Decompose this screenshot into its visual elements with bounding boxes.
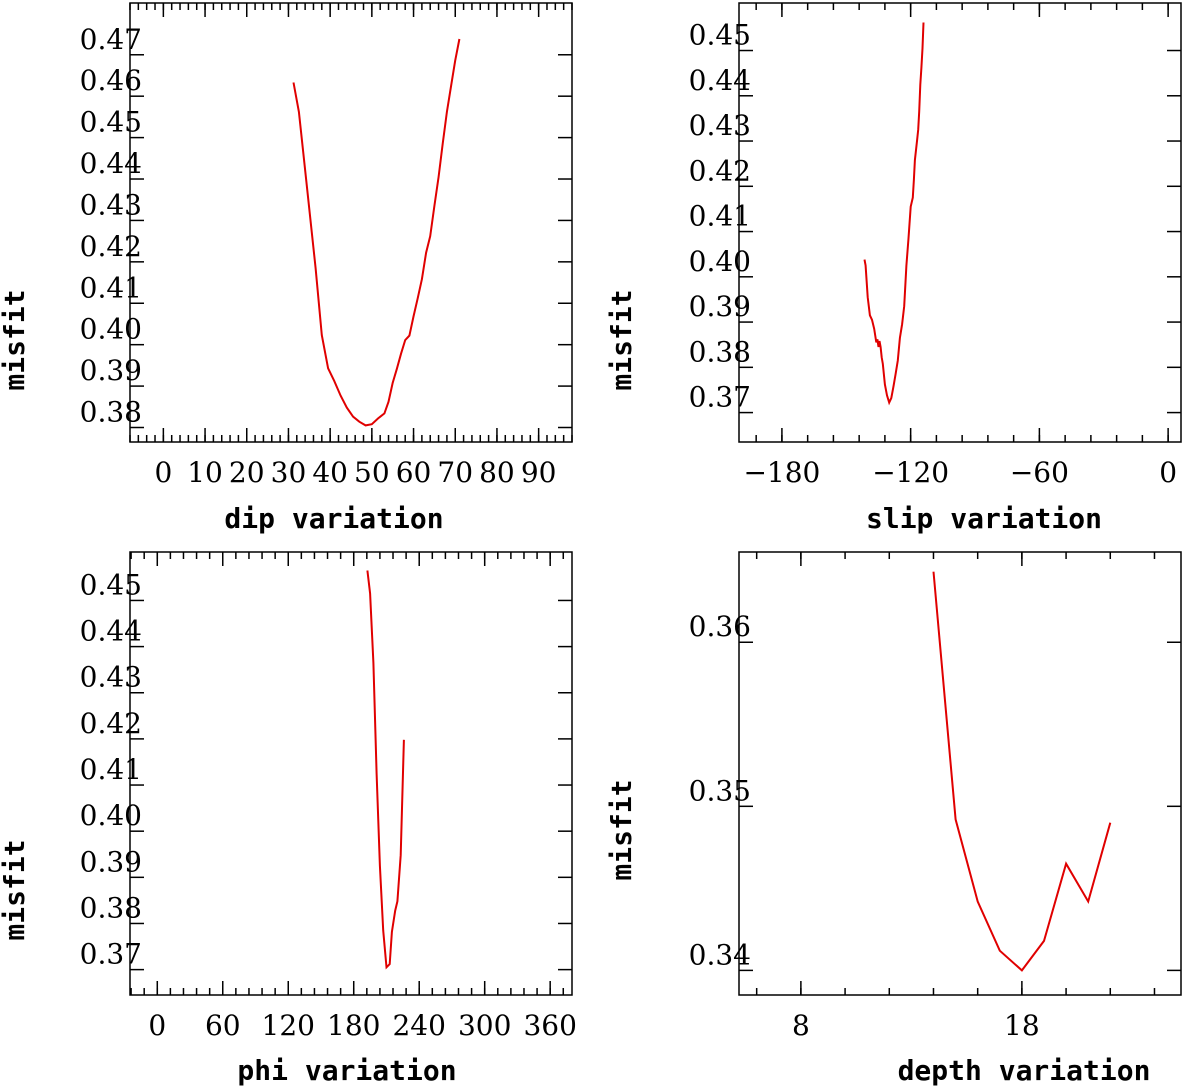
phi-x-axis-title: phi variation: [237, 1054, 456, 1086]
depth-ytick-label: 0.35: [689, 774, 751, 807]
depth-frame: [738, 551, 1182, 996]
dip-xtick-label: 60: [396, 456, 432, 489]
phi-ytick-label: 0.40: [80, 799, 142, 832]
depth-xtick-label: 8: [792, 1009, 810, 1042]
slip-ytick-label: 0.45: [689, 19, 751, 52]
dip-ytick-label: 0.45: [80, 106, 142, 139]
dip-xtick-label: 70: [437, 456, 473, 489]
slip-ytick-label: 0.43: [689, 109, 751, 142]
slip-x-axis-title: slip variation: [866, 502, 1102, 535]
dip-ytick-label: 0.41: [80, 271, 142, 304]
dip-x-axis-title: dip variation: [224, 502, 443, 535]
depth-series-line: [932, 571, 1112, 972]
slip-ytick-label: 0.41: [689, 200, 751, 233]
phi-xtick-label: 300: [458, 1009, 511, 1042]
phi-ytick-label: 0.41: [80, 753, 142, 786]
slip-frame: [738, 2, 1182, 443]
phi-ytick-label: 0.44: [80, 615, 142, 648]
slip-y-axis-title: misfit: [605, 289, 638, 390]
depth-ytick-label: 0.34: [689, 938, 751, 971]
phi-xtick-label: 240: [392, 1009, 445, 1042]
dip-xtick-label: 20: [229, 456, 265, 489]
dip-series-line: [292, 38, 461, 427]
dip-xtick-label: 30: [271, 456, 307, 489]
phi-y-axis-title: misfit: [0, 839, 31, 940]
slip-ytick-label: 0.37: [689, 381, 751, 414]
dip-xtick-label: 50: [354, 456, 390, 489]
dip-y-axis-title: misfit: [0, 289, 31, 390]
depth-x-axis-title: depth variation: [898, 1054, 1151, 1086]
phi-ytick-label: 0.42: [80, 707, 142, 740]
slip-panel: −180 −120 −60 0 0.37 0.38 0.39 0.40 0.41 0.42 0.43…: [605, 2, 1182, 535]
depth-panel: 8 18 0.34 0.35 0.36 depth variation misfit: [605, 551, 1182, 1086]
slip-xtick-label: 0: [1159, 456, 1177, 489]
dip-ytick-label: 0.44: [80, 147, 142, 180]
dip-ytick-label: 0.39: [80, 354, 142, 387]
depth-ytick-label: 0.36: [689, 610, 751, 643]
slip-ytick-label: 0.38: [689, 335, 751, 368]
depth-xtick-label: 18: [1004, 1009, 1040, 1042]
phi-frame: [129, 551, 573, 996]
slip-ytick-label: 0.44: [689, 64, 751, 97]
dip-xtick-label: 10: [187, 456, 223, 489]
dip-ytick-label: 0.46: [80, 64, 142, 97]
dip-xtick-label: 0: [154, 456, 172, 489]
phi-xtick-label: 360: [523, 1009, 576, 1042]
slip-xtick-label: −120: [872, 456, 949, 489]
dip-ytick-label: 0.47: [80, 23, 142, 56]
dip-xtick-label: 40: [312, 456, 348, 489]
dip-ytick-label: 0.40: [80, 313, 142, 346]
phi-ytick-label: 0.43: [80, 661, 142, 694]
dip-panel: 0 10 20 30 40 50 60 70 80 90 0.38 0.39 0.40 0.41 0.42 0…: [0, 2, 573, 535]
dip-frame: [129, 2, 573, 443]
phi-xtick-label: 60: [205, 1009, 241, 1042]
phi-ytick-label: 0.45: [80, 568, 142, 601]
dip-ytick-label: 0.43: [80, 188, 142, 221]
dip-ytick-label: 0.42: [80, 230, 142, 263]
phi-ytick-label: 0.37: [80, 938, 142, 971]
phi-ytick-label: 0.38: [80, 891, 142, 924]
phi-xtick-label: 180: [327, 1009, 380, 1042]
slip-ytick-label: 0.40: [689, 245, 751, 278]
phi-xtick-label: 120: [262, 1009, 315, 1042]
slip-ytick-label: 0.42: [689, 154, 751, 187]
dip-ytick-label: 0.38: [80, 396, 142, 429]
depth-y-axis-title: misfit: [605, 779, 638, 880]
dip-xtick-label: 80: [479, 456, 515, 489]
phi-panel: 0 60 120 180 240 300 360 0.37 0.38 0.39 0.40 0.41 0.…: [0, 551, 577, 1086]
slip-ytick-label: 0.39: [689, 290, 751, 323]
slip-xtick-label: −180: [743, 456, 820, 489]
slip-xtick-label: −60: [1010, 456, 1069, 489]
phi-xtick-label: 0: [148, 1009, 166, 1042]
phi-series-line: [366, 570, 405, 970]
slip-series-line: [863, 22, 925, 406]
phi-ytick-label: 0.39: [80, 845, 142, 878]
dip-xtick-label: 90: [521, 456, 557, 489]
